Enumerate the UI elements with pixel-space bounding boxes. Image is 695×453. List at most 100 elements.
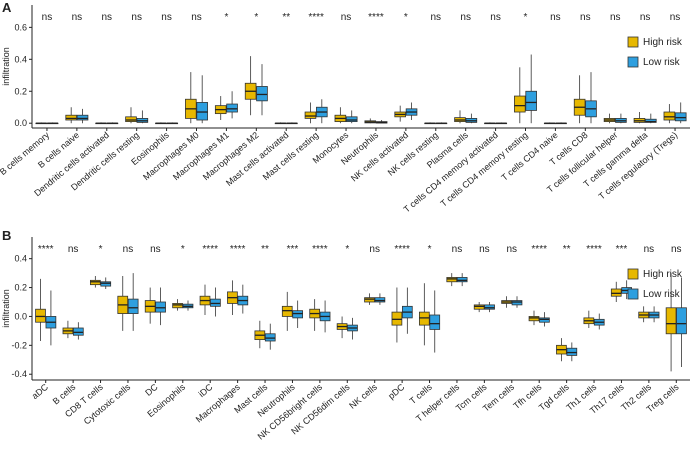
significance-label: ** — [261, 244, 269, 255]
box — [226, 103, 238, 113]
box — [456, 277, 468, 283]
significance-label: ns — [341, 12, 352, 23]
significance-label: * — [404, 12, 408, 23]
significance-label: ** — [282, 12, 290, 23]
box — [65, 114, 77, 121]
box — [484, 304, 495, 310]
box — [665, 307, 677, 335]
significance-label: **** — [308, 12, 324, 23]
box — [514, 95, 526, 113]
significance-label: ns — [101, 12, 112, 23]
panel-label: B — [2, 228, 11, 243]
significance-label: ns — [123, 244, 134, 255]
legend-swatch — [627, 56, 639, 68]
box — [210, 298, 221, 307]
significance-label: **** — [230, 244, 246, 255]
y-tick-label: 0.2 — [14, 283, 27, 293]
significance-label: ns — [369, 244, 380, 255]
box — [676, 307, 687, 335]
significance-label: ns — [150, 244, 161, 255]
y-axis-title: infiltration — [1, 47, 11, 86]
significance-label: *** — [616, 244, 628, 255]
significance-label: * — [181, 244, 185, 255]
significance-label: ns — [460, 12, 471, 23]
box — [364, 297, 375, 303]
box — [127, 298, 139, 314]
box — [418, 311, 430, 326]
significance-label: ns — [42, 12, 53, 23]
significance-label: ns — [430, 12, 441, 23]
box — [100, 281, 112, 287]
x-tick-label: pDC — [386, 382, 407, 402]
panel-label: A — [2, 0, 12, 15]
y-tick-label: 0.6 — [14, 22, 27, 32]
y-axis-title: infiltration — [1, 289, 11, 328]
box — [89, 279, 101, 286]
legend-swatch — [627, 36, 639, 48]
y-tick-label: 0.0 — [14, 118, 27, 128]
significance-label: ns — [580, 12, 591, 23]
significance-label: * — [524, 12, 528, 23]
significance-label: ** — [563, 244, 571, 255]
y-tick-label: 0.2 — [14, 86, 27, 96]
significance-label: *** — [287, 244, 299, 255]
significance-label: **** — [394, 244, 410, 255]
box — [446, 277, 458, 283]
y-tick-label: 0.4 — [14, 254, 27, 264]
x-tick-label: NK cells — [347, 382, 379, 411]
box — [155, 301, 166, 313]
box — [292, 310, 304, 319]
significance-label: ns — [550, 12, 561, 23]
significance-label: ns — [507, 244, 518, 255]
significance-label: **** — [38, 244, 54, 255]
box — [256, 86, 268, 102]
box — [76, 114, 89, 121]
significance-label: **** — [531, 244, 547, 255]
significance-label: * — [224, 12, 228, 23]
x-tick-label: B cells memory — [0, 130, 52, 178]
box — [391, 311, 403, 326]
significance-label: **** — [202, 244, 218, 255]
legend-label: Low risk — [643, 57, 681, 68]
legend-label: Low risk — [643, 289, 681, 300]
box — [35, 308, 46, 323]
significance-label: ns — [490, 12, 501, 23]
box — [674, 112, 687, 122]
significance-label: ns — [191, 12, 202, 23]
significance-label: ns — [452, 244, 463, 255]
box — [645, 118, 657, 123]
significance-label: ns — [671, 244, 682, 255]
y-tick-label: 0.0 — [14, 311, 27, 321]
legend-label: High risk — [643, 37, 683, 48]
box — [196, 102, 208, 121]
x-tick-label: iDC — [197, 382, 215, 400]
significance-label: **** — [312, 244, 328, 255]
x-tick-label: Tem cells — [481, 382, 517, 414]
significance-label: * — [345, 244, 349, 255]
box — [429, 314, 441, 330]
box — [264, 333, 276, 342]
box — [345, 116, 358, 123]
box — [172, 303, 183, 309]
box — [610, 288, 622, 297]
significance-label: ns — [610, 12, 621, 23]
legend-swatch — [627, 268, 639, 280]
box — [663, 111, 676, 121]
y-tick-label: 0.4 — [14, 54, 27, 64]
box — [374, 297, 386, 303]
box — [539, 317, 550, 323]
significance-label: ns — [670, 12, 681, 23]
box — [528, 316, 540, 322]
box — [473, 304, 485, 310]
box — [72, 327, 84, 336]
significance-label: ns — [72, 12, 83, 23]
x-tick-label: DC — [143, 382, 160, 398]
box — [525, 90, 537, 111]
significance-label: ns — [640, 12, 651, 23]
significance-label: * — [428, 244, 432, 255]
legend-label: High risk — [643, 269, 683, 280]
y-tick-label: -0.4 — [11, 369, 27, 379]
box — [566, 347, 578, 356]
y-tick-label: -0.2 — [11, 340, 27, 350]
